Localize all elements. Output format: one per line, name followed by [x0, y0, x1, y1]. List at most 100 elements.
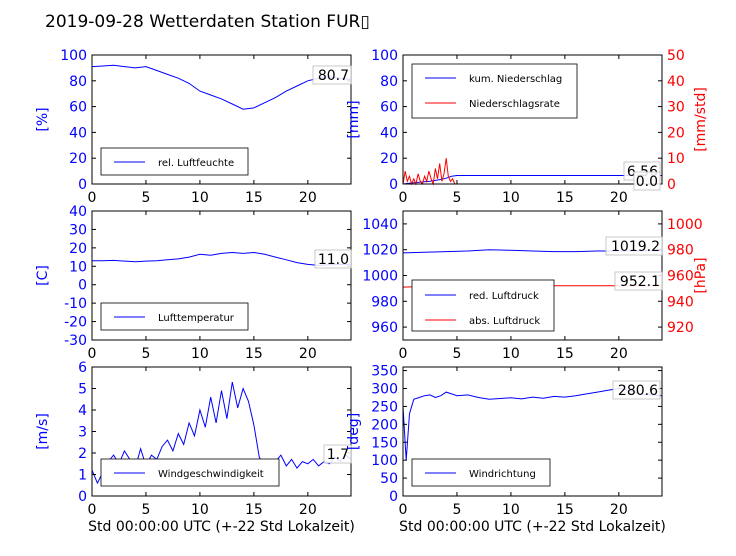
y-tick-label: 40 [69, 204, 87, 220]
value-annotation: 280.6 [618, 383, 658, 399]
plot-frame [402, 366, 663, 497]
legend-box [411, 279, 555, 332]
x-tick-label: 0 [88, 346, 97, 362]
value-annotation: 1.7 [327, 447, 349, 463]
value-annotation-box [612, 380, 661, 400]
value-annotation: 952.1 [620, 274, 660, 290]
legend-box [411, 63, 578, 119]
x-tick-label: 15 [245, 502, 263, 518]
y-tick-label: 20 [380, 151, 398, 167]
y-tick-label: -30 [64, 333, 87, 349]
y-tick-label: 60 [69, 100, 87, 116]
x-tick-label: 20 [299, 190, 317, 206]
x-tick-label: 5 [452, 346, 461, 362]
y-axis-label: [m/s] [35, 413, 51, 450]
y-right-axis-label: [hPa] [693, 257, 709, 293]
y-tick-label: 100 [371, 453, 398, 469]
y-tick-label: 1040 [362, 217, 398, 233]
y-tick-label: 250 [371, 399, 398, 415]
legend-entry: Niederschlagsrate [469, 99, 560, 110]
x-tick-label: 10 [502, 502, 520, 518]
value-annotation-box [312, 65, 352, 85]
y-right-tick-label: 40 [667, 74, 685, 90]
y-tick-label: 0 [389, 177, 398, 193]
y-right-tick-label: 30 [667, 100, 685, 116]
x-axis-label: Std 00:00:00 UTC (+-22 Std Lokalzeit) [399, 519, 666, 535]
value-annotation: 1019.2 [611, 239, 660, 255]
y-tick-label: 200 [371, 417, 398, 433]
y-tick-label: 0 [389, 489, 398, 505]
x-tick-label: 0 [88, 502, 97, 518]
x-tick-label: 20 [610, 502, 628, 518]
y-tick-label: 80 [380, 74, 398, 90]
y-tick-label: 0 [78, 177, 87, 193]
value-annotation: 0.0 [636, 174, 658, 190]
x-tick-label: 15 [556, 502, 574, 518]
x-tick-label: 10 [191, 346, 209, 362]
y-right-tick-label: 1000 [667, 217, 703, 233]
value-annotation-box [323, 444, 352, 464]
y-tick-label: 960 [371, 320, 398, 336]
y-tick-label: 4 [78, 403, 87, 419]
value-annotation-box [633, 171, 661, 191]
y-tick-label: 2 [78, 446, 87, 462]
y-tick-label: 1 [78, 468, 87, 484]
x-tick-label: 20 [299, 502, 317, 518]
legend-entry: Lufttemperatur [158, 313, 235, 324]
chart-humidity: 0 5 10 15 20 0 20 40 60 80 100 [%] rel. Luftfeuchte 8… [35, 48, 352, 206]
y-axis-label: [C] [35, 265, 51, 286]
x-tick-label: 5 [452, 502, 461, 518]
y-tick-label: 150 [371, 435, 398, 451]
chart-temperature: 0 5 10 15 20 -30 -20 -10 0 10 20 30 40 [C] Lufttempera… [35, 204, 352, 362]
y-tick-label: 10 [69, 259, 87, 275]
y-tick-label: -10 [64, 296, 87, 312]
y-tick-label: 1000 [362, 269, 398, 285]
y-tick-label: 350 [371, 364, 398, 380]
y-right-tick-label: 10 [667, 151, 685, 167]
y-tick-label: 40 [69, 125, 87, 141]
y-right-tick-label: 980 [667, 243, 694, 259]
value-annotation-box [314, 249, 352, 269]
y-axis-label: [mm] [346, 100, 362, 138]
x-tick-label: 20 [610, 190, 628, 206]
x-tick-label: 15 [556, 190, 574, 206]
y-right-tick-label: 50 [667, 48, 685, 64]
chart-precipitation: 0 5 10 15 20 0 20 40 60 80 100 0 10 20 30 40 50 [mm] [mm/s… [346, 48, 709, 206]
series-line-wind_direction-0 [402, 387, 663, 461]
x-axis-label: Std 00:00:00 UTC (+-22 Std Lokalzeit) [88, 519, 355, 535]
y-tick-label: 0 [78, 278, 87, 294]
chart-pressure: 0 5 10 15 20 960 980 1000 1020 1040 920 940 960 980 10… [362, 210, 709, 362]
y-right-tick-label: 960 [667, 269, 694, 285]
y-tick-label: 3 [78, 425, 87, 441]
chart-wind-speed: 0 5 10 15 20 0 1 2 3 4 5 6 [m/s] Std 00:00:00 UTC (+-… [35, 360, 355, 535]
legend-entry: kum. Niederschlag [469, 74, 562, 85]
legend-entry: Windgeschwindigkeit [158, 469, 264, 480]
x-tick-label: 15 [556, 346, 574, 362]
y-tick-label: 1020 [362, 243, 398, 259]
y-tick-label: 6 [78, 360, 87, 376]
y-tick-label: -20 [64, 315, 87, 331]
x-tick-label: 5 [452, 190, 461, 206]
x-tick-label: 20 [610, 346, 628, 362]
x-tick-label: 10 [502, 190, 520, 206]
value-annotation-box [605, 236, 663, 256]
y-right-tick-label: 940 [667, 294, 694, 310]
x-tick-label: 10 [502, 346, 520, 362]
page-title: 2019-09-28 Wetterdaten Station FUR▯ [45, 12, 370, 32]
x-tick-label: 10 [191, 502, 209, 518]
value-annotation: 11.0 [318, 252, 349, 268]
y-tick-label: 300 [371, 382, 398, 398]
x-tick-label: 5 [141, 190, 150, 206]
x-tick-label: 0 [88, 190, 97, 206]
x-tick-label: 20 [299, 346, 317, 362]
y-tick-label: 50 [380, 471, 398, 487]
y-tick-label: 100 [60, 48, 87, 64]
legend-entry: red. Luftdruck [469, 291, 539, 302]
plot-frame [91, 54, 352, 185]
y-tick-label: 30 [69, 222, 87, 238]
y-tick-label: 20 [69, 241, 87, 257]
series-line-temperature-0 [92, 251, 351, 266]
x-tick-label: 10 [191, 190, 209, 206]
y-tick-label: 5 [78, 382, 87, 398]
